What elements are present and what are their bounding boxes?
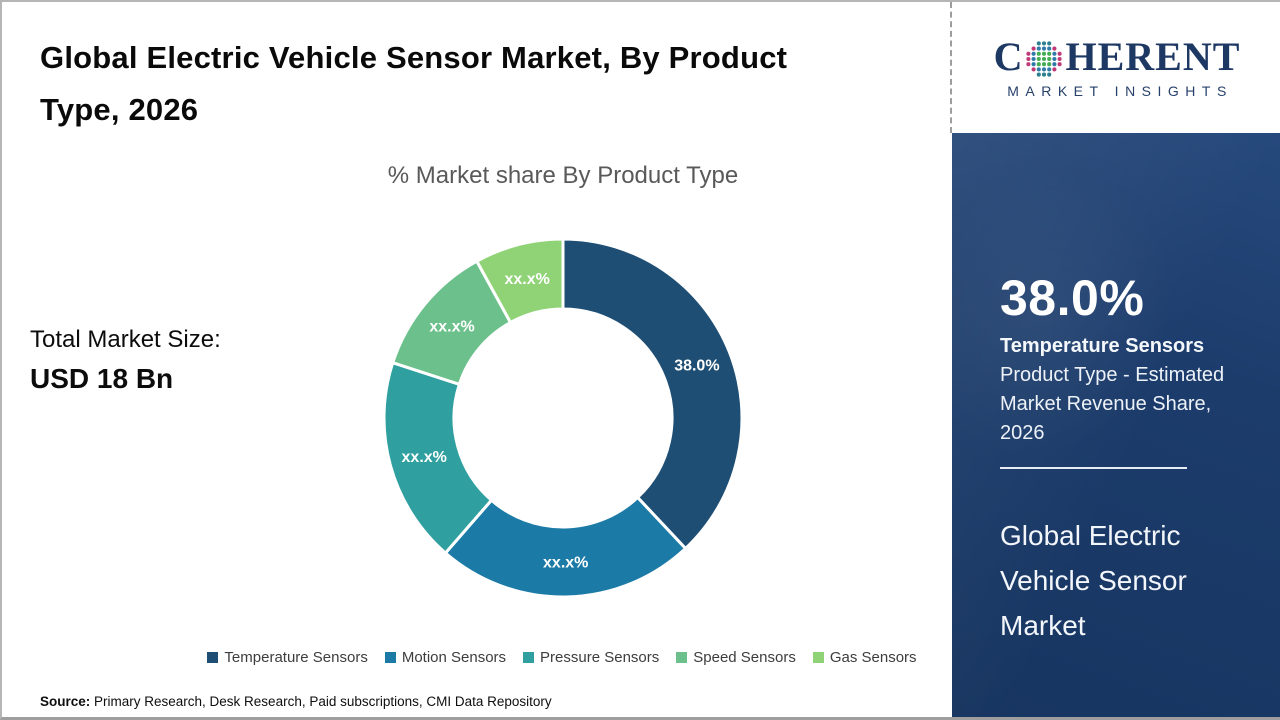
source-line: Source: Primary Research, Desk Research,… <box>40 694 552 709</box>
sidebar-market-line2: Vehicle Sensor <box>1000 565 1187 596</box>
page-title-line2: Type, 2026 <box>40 92 199 127</box>
chart-title: % Market share By Product Type <box>387 162 739 189</box>
donut-slice-label: xx.x% <box>543 554 588 571</box>
logo-subtitle: MARKET INSIGHTS <box>1007 82 1233 99</box>
legend-label: Motion Sensors <box>401 649 507 666</box>
legend-swatch-icon <box>384 652 396 663</box>
globe-dot <box>1052 46 1057 51</box>
legend-swatch-icon <box>207 652 219 663</box>
globe-dot <box>1037 51 1042 56</box>
globe-dot <box>1058 61 1063 66</box>
sidebar-market-name: Global Electric Vehicle Sensor Market <box>1000 513 1240 648</box>
globe-dot <box>1047 51 1052 56</box>
globe-dot <box>1058 56 1063 61</box>
globe-dot <box>1042 51 1047 56</box>
donut-slice-label: 38.0% <box>674 357 719 374</box>
sidebar-stat-value: 38.0% <box>1000 270 1145 326</box>
legend-item-motion-sensors: Motion Sensors <box>384 649 507 666</box>
donut-slice-temperature-sensors <box>561 237 744 550</box>
coherent-logo: C HERENT MARKET INSIGHTS <box>950 2 1280 133</box>
globe-dot <box>1047 40 1052 45</box>
globe-dot <box>1052 56 1057 61</box>
globe-dot <box>1047 66 1052 71</box>
donut-chart: 38.0% xx.x% xx.x% xx.x% xx.x% <box>382 237 744 599</box>
sidebar-divider <box>1000 467 1187 469</box>
globe-dot <box>1042 40 1047 45</box>
donut-slice-gas-sensors <box>475 237 565 324</box>
globe-dot <box>1047 46 1052 51</box>
legend-swatch-icon <box>523 652 535 663</box>
coherent-logo-wordmark: C HERENT <box>993 33 1241 79</box>
globe-dot <box>1026 51 1031 56</box>
globe-dot <box>1037 61 1042 66</box>
globe-dot <box>1032 61 1037 66</box>
source-label: Source: <box>40 694 91 709</box>
globe-dot <box>1042 61 1047 66</box>
coherent-globe-icon <box>1026 40 1063 77</box>
globe-dot <box>1037 40 1042 45</box>
globe-dot <box>1042 46 1047 51</box>
globe-dot <box>1047 61 1052 66</box>
page-title: Global Electric Vehicle Sensor Market, B… <box>40 32 935 136</box>
globe-dot <box>1047 72 1052 77</box>
legend-label: Temperature Sensors <box>224 649 368 666</box>
legend-item-gas-sensors: Gas Sensors <box>812 649 917 666</box>
sidebar-desc-line1: Product Type - Estimated <box>1000 364 1225 386</box>
globe-dot <box>1037 66 1042 71</box>
legend-item-speed-sensors: Speed Sensors <box>676 649 796 666</box>
donut-slice-label: xx.x% <box>429 319 474 336</box>
globe-dot <box>1052 51 1057 56</box>
globe-dot <box>1026 56 1031 61</box>
legend-label: Speed Sensors <box>693 649 796 666</box>
legend-swatch-icon <box>676 652 688 663</box>
globe-dot <box>1032 56 1037 61</box>
globe-dot <box>1042 66 1047 71</box>
legend-item-temperature-sensors: Temperature Sensors <box>207 649 368 666</box>
legend-item-pressure-sensors: Pressure Sensors <box>523 649 659 666</box>
sidebar-stat-label: Temperature Sensors <box>1000 335 1205 357</box>
page-title-line1: Global Electric Vehicle Sensor Market, B… <box>40 40 788 75</box>
logo-letters-herent: HERENT <box>1065 33 1241 79</box>
sidebar-market-line3: Market <box>1000 610 1086 641</box>
logo-letter-c: C <box>993 33 1024 79</box>
globe-dot <box>1032 46 1037 51</box>
legend-label: Pressure Sensors <box>540 649 660 666</box>
globe-dot <box>1052 61 1057 66</box>
globe-dot <box>1037 46 1042 51</box>
total-market-label: Total Market Size: <box>30 326 221 353</box>
donut-slice-motion-sensors <box>443 495 688 599</box>
globe-dot <box>1047 56 1052 61</box>
globe-dot <box>1042 56 1047 61</box>
legend-label: Gas Sensors <box>829 649 917 666</box>
globe-dot <box>1032 66 1037 71</box>
chart-legend: Temperature Sensors Motion Sensors Pressur… <box>122 649 1002 666</box>
globe-dot <box>1026 61 1031 66</box>
total-market-size: Total Market Size: USD 18 Bn <box>30 326 221 395</box>
globe-dot <box>1037 56 1042 61</box>
sidebar-market-line1: Global Electric <box>1000 520 1181 551</box>
sidebar-stat-description: Product Type - Estimated Market Revenue … <box>1000 361 1250 448</box>
donut-slice-label: xx.x% <box>505 271 550 288</box>
globe-dot <box>1058 51 1063 56</box>
legend-swatch-icon <box>812 652 824 663</box>
globe-dot <box>1037 72 1042 77</box>
sidebar-desc-line3: 2026 <box>1000 422 1045 444</box>
globe-dot <box>1052 66 1057 71</box>
globe-dot <box>1042 72 1047 77</box>
total-market-value: USD 18 Bn <box>30 363 174 394</box>
globe-dot <box>1032 51 1037 56</box>
donut-slice-label: xx.x% <box>402 449 447 466</box>
highlight-sidebar: 38.0% Temperature Sensors Product Type -… <box>952 133 1280 717</box>
sidebar-desc-line2: Market Revenue Share, <box>1000 393 1212 415</box>
source-text: Primary Research, Desk Research, Paid su… <box>90 694 552 709</box>
